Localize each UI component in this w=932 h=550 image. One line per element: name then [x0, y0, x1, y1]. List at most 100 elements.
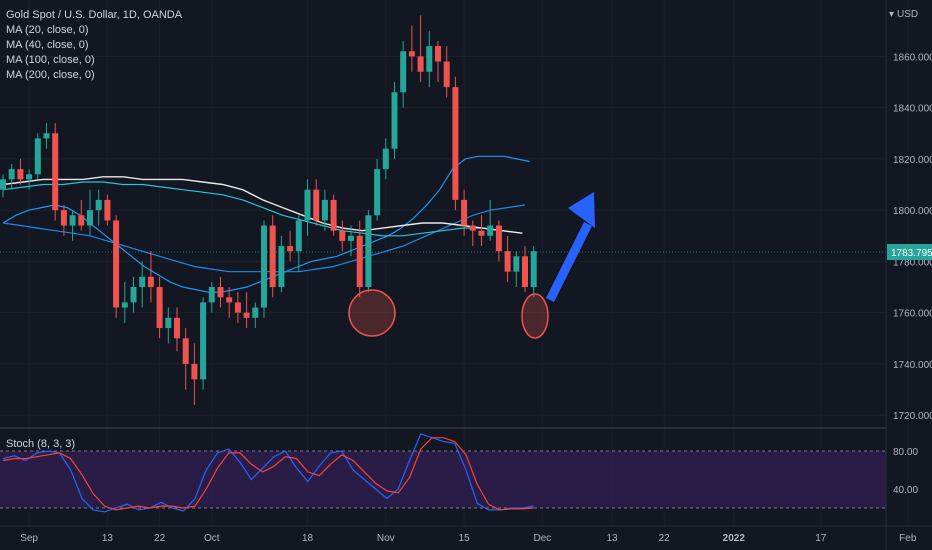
candle-body: [174, 317, 180, 339]
time-tick-label: Nov: [377, 533, 395, 544]
candle-body: [495, 225, 502, 252]
candle-body: [17, 169, 24, 180]
stoch-band: [0, 451, 886, 508]
candle-body: [469, 225, 476, 231]
candle-body: [121, 302, 128, 308]
candle-body: [287, 246, 294, 252]
time-tick-label: Sep: [20, 533, 38, 544]
time-axis[interactable]: Sep 13 22 Oct 18 Nov 15 Dec 13 22 2022 17 Feb: [20, 533, 917, 544]
candle-body: [191, 363, 198, 380]
candle-body: [78, 215, 85, 226]
candle-body: [69, 215, 76, 226]
price-tick-label: 1720.000: [893, 411, 932, 422]
up-arrow: [546, 192, 595, 302]
time-tick-label: 15: [459, 533, 471, 544]
stoch-tick-label: 40.00: [893, 485, 918, 496]
candle-body: [487, 225, 494, 236]
price-tick-label: 1860.000: [893, 52, 932, 63]
price-tick-label: 1740.000: [893, 360, 932, 371]
time-tick-label: 18: [302, 533, 314, 544]
candle-body: [26, 174, 33, 180]
candle-body: [435, 46, 441, 62]
candle-body: [226, 297, 233, 303]
candle-body: [530, 251, 537, 288]
highlight-circle-1: [348, 289, 396, 337]
candle-body: [513, 256, 520, 272]
ma-line-2: [2, 181, 523, 237]
indicator-ma40[interactable]: MA (40, close, 0): [6, 39, 89, 51]
price-axis[interactable]: 1860.000 1840.000 1820.000 1800.000 1780.000…: [893, 52, 932, 422]
candle-body: [382, 148, 389, 170]
candle-body: [478, 230, 485, 236]
candle-body: [243, 312, 250, 318]
chart-legend: Gold Spot / U.S. Dollar, 1D, OANDA MA (2…: [6, 8, 182, 83]
price-tick-label: 1760.000: [893, 309, 932, 320]
time-tick-label: 13: [606, 533, 618, 544]
stoch-indicator-label[interactable]: Stoch (8, 3, 3): [6, 438, 76, 450]
time-tick-label: 13: [102, 533, 114, 544]
candle-body: [156, 287, 163, 329]
candle-body: [34, 138, 41, 175]
candle-body: [339, 230, 346, 241]
time-tick-label: Feb: [899, 533, 917, 544]
candle-body: [365, 215, 372, 288]
candle-body: [182, 338, 189, 364]
candle-body: [8, 169, 15, 180]
candle-body: [356, 235, 363, 288]
candle-body: [321, 199, 328, 221]
candle-body: [408, 51, 415, 57]
price-tick-label: 1780.000: [893, 257, 932, 268]
candle-body: [348, 235, 354, 241]
candle-body: [104, 199, 111, 221]
candle-body: [304, 189, 311, 221]
currency-label[interactable]: USD: [897, 9, 918, 20]
candle-body: [443, 61, 450, 88]
current-price-value: 1783.795: [891, 248, 932, 259]
candle-body: [391, 92, 398, 149]
candle-body: [200, 302, 207, 380]
ma-line-3: [2, 176, 523, 234]
dropdown-arrow-icon[interactable]: ▾: [889, 9, 894, 20]
candle-body: [461, 199, 468, 226]
time-tick-label: 22: [154, 533, 166, 544]
candle-body: [130, 287, 137, 303]
candle-body: [113, 220, 120, 308]
candle-body: [139, 276, 146, 288]
candle-body: [60, 210, 67, 226]
candle-body: [452, 87, 459, 200]
candle-body: [295, 220, 302, 252]
candle-body: [374, 169, 381, 216]
stoch-axis[interactable]: 80.00 40.00: [893, 447, 918, 496]
candle-body: [261, 225, 267, 308]
candle-body: [43, 133, 50, 139]
stoch-lines: [2, 433, 534, 513]
candle-body: [522, 256, 528, 288]
candle-body: [147, 276, 154, 288]
candle-body: [217, 287, 224, 298]
candle-body: [400, 51, 407, 93]
candle-body: [504, 251, 511, 272]
highlight-circle-2: [521, 293, 549, 339]
candle-body: [208, 287, 215, 303]
candle-body: [252, 307, 259, 318]
indicator-ma20[interactable]: MA (20, close, 0): [6, 24, 89, 36]
candle-body: [278, 246, 285, 288]
stoch-k-line: [2, 433, 534, 513]
grid-lines: [0, 55, 886, 416]
price-tick-label: 1820.000: [893, 155, 932, 166]
candle-body: [313, 189, 320, 221]
current-price-label: 1783.795: [887, 244, 932, 260]
candle-body: [95, 199, 102, 211]
symbol-title[interactable]: Gold Spot / U.S. Dollar, 1D, OANDA: [6, 9, 183, 21]
time-tick-label: Oct: [204, 533, 220, 544]
candlesticks: [0, 15, 537, 405]
indicator-ma100[interactable]: MA (100, close, 0): [6, 54, 95, 66]
candle-body: [330, 199, 337, 231]
candle-body: [87, 210, 93, 226]
indicator-ma200[interactable]: MA (200, close, 0): [6, 69, 95, 81]
candle-body: [0, 179, 6, 190]
price-tick-label: 1840.000: [893, 104, 932, 115]
stoch-tick-label: 80.00: [893, 447, 918, 458]
candle-body: [234, 302, 241, 313]
